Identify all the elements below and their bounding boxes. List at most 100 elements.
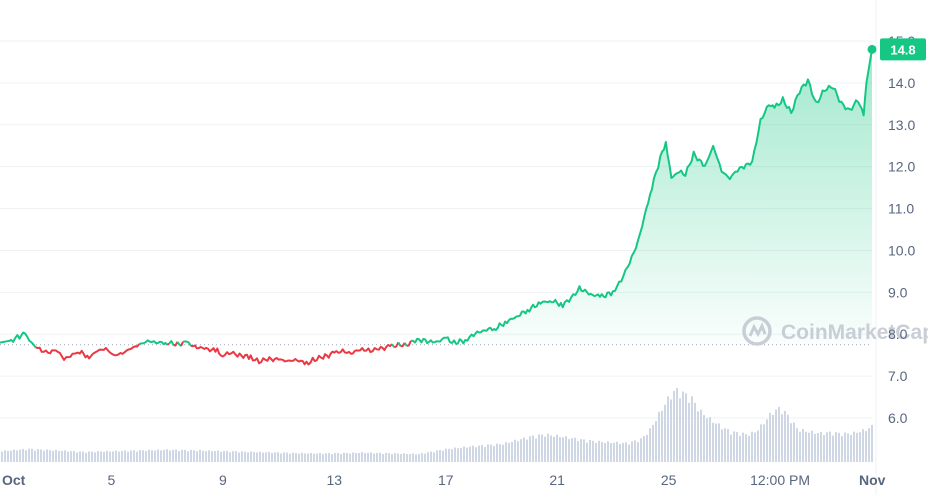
volume-bar — [592, 440, 594, 462]
volume-bar — [631, 441, 633, 462]
volume-bar — [856, 432, 858, 462]
volume-bar — [94, 452, 96, 462]
current-price-badge-bg — [880, 38, 926, 61]
volume-bar — [514, 439, 516, 462]
volume-bar — [139, 450, 141, 462]
y-tick-label: 7.0 — [888, 368, 908, 384]
price-line-up — [138, 339, 168, 346]
volume-bar — [274, 452, 276, 462]
volume-bar — [760, 424, 762, 462]
volume-bar — [721, 429, 723, 462]
volume-bar — [847, 433, 849, 462]
volume-bar — [445, 448, 447, 462]
volume-bar — [427, 452, 429, 462]
price-area — [463, 49, 872, 345]
x-tick-label: 21 — [549, 472, 565, 488]
volume-bar — [766, 419, 768, 462]
volume-bar — [379, 452, 381, 462]
volume-bar — [370, 452, 372, 462]
watermark: CoinMarketCap — [742, 316, 928, 346]
volume-bar — [727, 429, 729, 462]
volume-bar — [607, 441, 609, 462]
x-tick-label: 9 — [219, 472, 227, 488]
volume-bar — [64, 450, 66, 462]
x-tick-label: 25 — [661, 472, 677, 488]
volume-bar — [598, 440, 600, 462]
volume-bar — [325, 453, 327, 462]
volume-bar — [352, 452, 354, 462]
volume-bar — [706, 418, 708, 462]
volume-bar — [178, 451, 180, 462]
volume-bar — [541, 434, 543, 462]
volume-bar — [436, 450, 438, 462]
volume-bar — [400, 454, 402, 462]
volume-bar — [625, 442, 627, 462]
volume-bar — [220, 451, 222, 462]
price-line-down — [35, 343, 141, 361]
volume-bar — [319, 452, 321, 462]
volume-bar — [313, 453, 315, 462]
volume-bar — [472, 445, 474, 462]
volume-bar — [97, 451, 99, 462]
price-line-up — [403, 342, 408, 347]
volume-bar — [682, 391, 684, 462]
volume-bar — [703, 415, 705, 462]
volume-bar — [7, 450, 9, 462]
volume-bar — [58, 450, 60, 462]
volume-bar — [271, 453, 273, 462]
volume-bar — [13, 449, 15, 462]
volume-bar — [601, 442, 603, 462]
volume-bar — [19, 449, 21, 462]
price-line-down — [173, 341, 179, 347]
volume-bar — [808, 432, 810, 462]
volume-bar — [295, 453, 297, 462]
price-line-up — [391, 343, 396, 348]
volume-bar — [544, 436, 546, 462]
volume-bar — [841, 436, 843, 462]
volume-bar — [358, 453, 360, 462]
volume-bar — [733, 431, 735, 462]
volume-bar — [529, 436, 531, 462]
y-tick-label: 14.0 — [888, 75, 915, 91]
volume-bar — [748, 435, 750, 462]
volume-bar — [463, 446, 465, 462]
volume-bar — [784, 410, 786, 462]
volume-bar — [460, 447, 462, 462]
volume-bar — [730, 434, 732, 462]
volume-bar — [253, 452, 255, 462]
volume-bar — [790, 423, 792, 462]
volume-bar — [751, 431, 753, 462]
volume-bar — [622, 442, 624, 462]
volume-bar — [154, 450, 156, 462]
volume-bar — [16, 450, 18, 462]
price-line-down — [180, 341, 184, 347]
volume-bar — [724, 428, 726, 462]
volume-bar — [583, 439, 585, 462]
volume-bar — [214, 451, 216, 462]
volume-bar — [91, 451, 93, 462]
volume-bar — [517, 441, 519, 462]
price-line-down — [393, 341, 400, 349]
volume-bar — [232, 451, 234, 462]
current-price-dot — [867, 44, 877, 54]
x-tick-label: 17 — [438, 472, 454, 488]
volume-bar — [676, 387, 678, 462]
volume-bar — [127, 451, 129, 462]
volume-bar — [442, 450, 444, 462]
volume-bar — [376, 452, 378, 462]
volume-bar — [589, 440, 591, 462]
volume-bar — [247, 452, 249, 462]
volume-bar — [448, 448, 450, 462]
volume-bar — [688, 402, 690, 462]
volume-bar — [388, 453, 390, 462]
volume-bar — [259, 451, 261, 462]
volume-bar — [328, 453, 330, 462]
volume-bar — [715, 423, 717, 462]
volume-bar — [562, 437, 564, 462]
volume-bar — [175, 449, 177, 462]
volume-bar — [100, 451, 102, 462]
current-price-badge: 14.8 — [867, 38, 926, 61]
volume-bar — [793, 422, 795, 462]
volume-bar — [550, 435, 552, 462]
